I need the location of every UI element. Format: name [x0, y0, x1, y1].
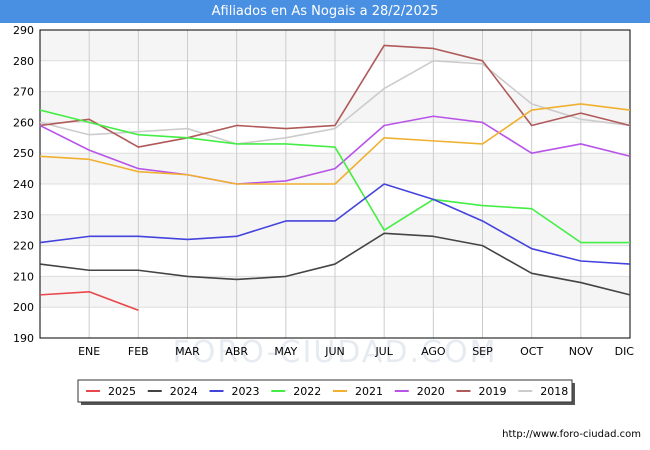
y-tick-label: 200 — [13, 301, 34, 314]
series-lines — [39, 44, 631, 312]
legend-label-2021: 2021 — [355, 385, 383, 398]
y-tick-label: 270 — [13, 86, 34, 99]
series-line-2025 — [39, 290, 139, 312]
x-tick-label: MAR — [175, 345, 200, 358]
y-axis-ticks: 190 200 210 220 230 240 250 260 270 280 290 — [13, 24, 34, 345]
x-tick-label: SEP — [472, 345, 493, 358]
legend-label-2020: 2020 — [417, 385, 445, 398]
x-tick-label: OCT — [520, 345, 543, 358]
x-tick-label: AGO — [421, 345, 446, 358]
y-tick-label: 260 — [13, 116, 34, 129]
legend-box — [77, 379, 573, 403]
y-tick-label: 230 — [13, 209, 34, 222]
legend-label-2018: 2018 — [540, 385, 568, 398]
x-tick-label: JUL — [374, 345, 393, 358]
legend-label-2024: 2024 — [170, 385, 198, 398]
y-tick-label: 290 — [13, 24, 34, 37]
y-tick-label: 280 — [13, 55, 34, 68]
y-tick-label: 220 — [13, 240, 34, 253]
series-line-2024 — [39, 232, 631, 296]
series-line-2021 — [39, 103, 631, 185]
y-tick-label: 250 — [13, 147, 34, 160]
x-tick-label: JUN — [324, 345, 345, 358]
legend-label-2022: 2022 — [293, 385, 321, 398]
y-tick-label: 190 — [13, 332, 34, 345]
x-tick-label: MAY — [274, 345, 297, 358]
y-tick-label: 210 — [13, 270, 34, 283]
legend-label-2025: 2025 — [108, 385, 136, 398]
x-tick-label: NOV — [569, 345, 594, 358]
x-tick-label: DIC — [615, 345, 635, 358]
series-line-2020 — [39, 115, 631, 185]
series-line-2023 — [39, 183, 631, 265]
legend-label-2023: 2023 — [232, 385, 260, 398]
source-url: http://www.foro-ciudad.com — [502, 429, 641, 440]
series-line-2022 — [39, 109, 630, 244]
plot-area-frame — [39, 29, 631, 339]
x-axis-ticks: ENE FEB MAR ABR MAY JUN JUL AGO SEP OCT NOV DIC — [78, 345, 634, 358]
series-line-2019 — [39, 44, 631, 148]
x-tick-label: FEB — [128, 345, 149, 358]
x-tick-label: ABR — [225, 345, 248, 358]
watermark: FORO-CIUDAD.COM — [173, 335, 498, 370]
x-tick-label: ENE — [78, 345, 100, 358]
legend: 2025 2024 2023 2022 2021 2020 2019 2018 — [77, 379, 575, 405]
legend-label-2019: 2019 — [479, 385, 507, 398]
chart-title: Afiliados en As Nogais a 28/2/2025 — [0, 0, 650, 23]
series-line-2018 — [39, 59, 631, 145]
y-tick-label: 240 — [13, 178, 34, 191]
